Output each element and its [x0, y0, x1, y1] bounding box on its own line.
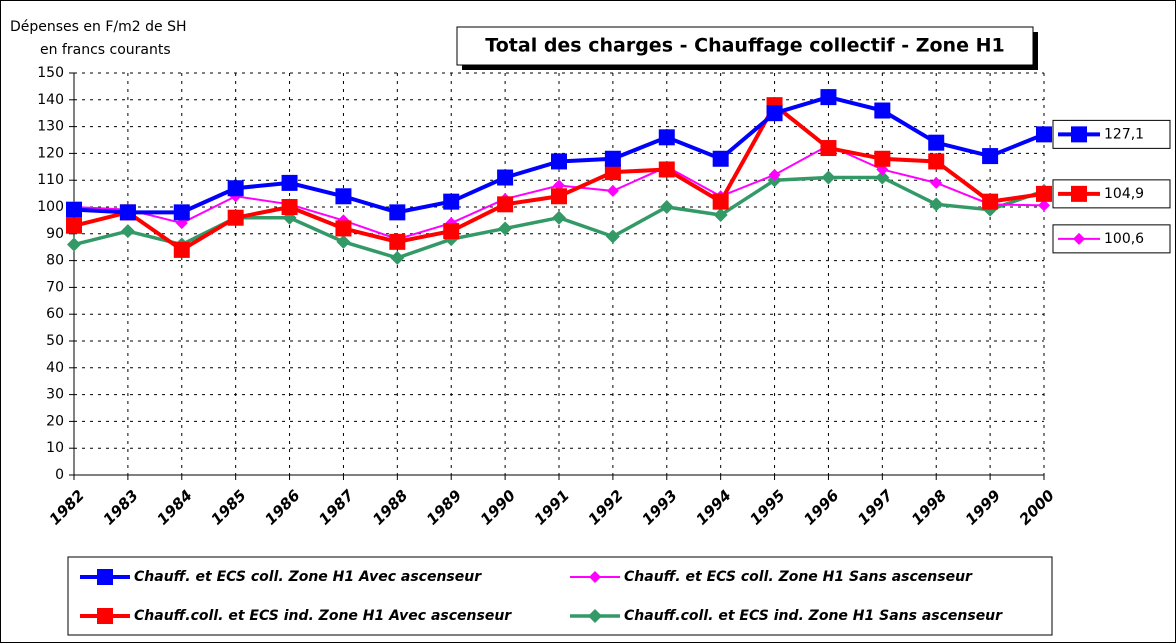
end-label-marker: [1073, 232, 1085, 245]
y-axis-label: en francs courants: [40, 42, 171, 58]
data-point: [928, 153, 945, 170]
data-point: [443, 193, 460, 210]
data-point: [658, 129, 675, 146]
y-axis-label: Dépenses en F/m2 de SH: [10, 19, 186, 35]
y-tick-label: 0: [55, 467, 64, 483]
legend-marker: [589, 571, 601, 583]
y-tick-label: 60: [46, 306, 64, 322]
data-point: [874, 150, 891, 167]
data-point: [606, 184, 619, 197]
data-point: [497, 169, 514, 186]
end-label-marker: [1071, 126, 1087, 143]
data-point: [66, 217, 82, 234]
data-point: [821, 170, 836, 185]
data-point: [66, 201, 82, 218]
end-label: 127,1: [1104, 126, 1144, 142]
y-tick-label: 50: [46, 333, 64, 349]
data-point: [173, 241, 190, 258]
data-point: [658, 161, 675, 178]
y-tick-label: 40: [46, 360, 64, 376]
data-point: [982, 193, 999, 210]
data-point: [1036, 185, 1052, 202]
data-point: [929, 197, 944, 212]
end-label: 104,9: [1104, 186, 1144, 202]
data-point: [552, 210, 566, 225]
legend-marker: [588, 609, 602, 623]
data-point: [982, 148, 999, 165]
legend-label: Chauff. et ECS coll. Zone H1 Avec ascens…: [134, 569, 482, 585]
legend-label: Chauff. et ECS coll. Zone H1 Sans ascens…: [624, 569, 973, 585]
data-point: [604, 150, 621, 167]
y-tick-label: 10: [46, 440, 64, 456]
title-box: [456, 26, 1034, 66]
data-point: [712, 150, 729, 167]
data-point: [604, 164, 621, 181]
data-point: [659, 200, 674, 214]
legend-label: Chauff.coll. et ECS ind. Zone H1 Sans as…: [624, 608, 1003, 624]
data-point: [335, 188, 352, 205]
y-tick-label: 150: [37, 65, 64, 81]
data-point: [497, 196, 514, 213]
data-point: [389, 204, 406, 221]
data-point: [390, 250, 405, 265]
data-point: [1038, 199, 1050, 212]
data-point: [227, 209, 244, 226]
legend-marker: [97, 569, 113, 585]
data-point: [551, 153, 567, 170]
data-point: [551, 188, 567, 205]
y-tick-label: 70: [46, 279, 64, 295]
y-tick-label: 90: [46, 226, 64, 242]
data-point: [173, 204, 190, 221]
y-tick-label: 130: [37, 119, 64, 135]
data-point: [498, 221, 513, 236]
y-tick-label: 80: [46, 253, 64, 269]
legend-label: Chauff.coll. et ECS ind. Zone H1 Avec as…: [134, 608, 512, 624]
data-point: [67, 237, 81, 252]
legend-box: [67, 556, 1053, 636]
legend-marker: [97, 608, 113, 624]
data-point: [875, 170, 890, 185]
end-label: 100,6: [1104, 231, 1144, 247]
data-point: [335, 220, 352, 237]
y-tick-label: 140: [37, 92, 64, 108]
data-point: [281, 174, 298, 191]
y-tick-label: 100: [37, 199, 64, 215]
data-point: [930, 176, 943, 189]
data-point: [120, 224, 135, 239]
data-point: [820, 89, 837, 106]
y-tick-label: 120: [37, 145, 64, 161]
data-point: [119, 204, 136, 221]
data-point: [336, 234, 351, 249]
data-point: [389, 233, 406, 250]
data-point: [443, 223, 460, 240]
y-tick-label: 20: [46, 413, 64, 429]
data-point: [820, 140, 837, 157]
y-tick-label: 30: [46, 387, 64, 403]
data-point: [928, 134, 945, 151]
chart-title: Total des charges - Chauffage collectif …: [485, 35, 1004, 57]
end-label-box: [1052, 224, 1171, 254]
data-point: [768, 168, 781, 181]
data-point: [713, 208, 728, 223]
data-point: [281, 199, 298, 215]
data-point: [227, 180, 244, 197]
data-point: [712, 193, 729, 210]
data-point: [766, 105, 783, 122]
end-label-marker: [1071, 185, 1087, 202]
data-point: [605, 229, 620, 244]
data-point: [1036, 126, 1052, 143]
data-point: [874, 102, 891, 119]
y-tick-label: 110: [37, 172, 64, 188]
